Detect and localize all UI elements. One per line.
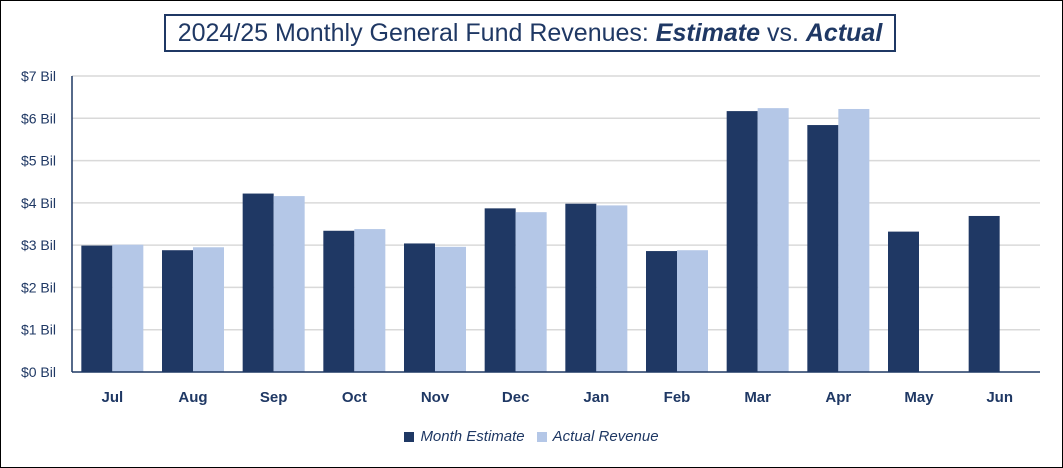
bar-estimate-may [888, 231, 919, 372]
x-tick-label: Feb [664, 389, 691, 406]
chart-title: 2024/25 Monthly General Fund Revenues: E… [164, 14, 896, 52]
bar-actual-jul [112, 244, 144, 372]
chart-title-prefix: 2024/25 Monthly General Fund Revenues: [177, 18, 656, 47]
y-tick-label: $7 Bil [21, 68, 56, 84]
bar-estimate-feb [646, 251, 677, 372]
bar-actual-jan [596, 205, 628, 372]
x-tick-label: Aug [178, 389, 207, 406]
legend-item-estimate: Month Estimate [404, 428, 525, 445]
bar-estimate-jul [81, 245, 113, 372]
chart-title-estimate: Estimate [655, 18, 761, 47]
x-tick-label: Jul [101, 389, 123, 406]
bar-actual-oct [354, 229, 386, 372]
bar-estimate-sep [242, 193, 274, 372]
legend-label-estimate: Month Estimate [420, 428, 525, 445]
bar-actual-mar [757, 108, 789, 372]
legend-swatch-estimate [404, 431, 415, 442]
bar-actual-sep [273, 196, 305, 372]
bar-estimate-apr [807, 125, 839, 373]
chart-title-vs: vs. [760, 18, 806, 47]
bar-actual-aug [193, 247, 224, 372]
x-tick-label: Nov [421, 389, 450, 406]
bar-actual-feb [677, 250, 708, 372]
bar-estimate-jun [968, 215, 1000, 372]
axes [71, 76, 1040, 373]
legend-label-actual: Actual Revenue [552, 428, 659, 445]
bar-estimate-jan [565, 203, 597, 372]
y-axis-ticks: $0 Bil $1 Bil $2 Bil $3 Bil $4 Bil $5 Bil $6 B… [21, 68, 56, 380]
y-tick-label: $1 Bil [21, 322, 56, 338]
x-axis-ticks: Jul Aug Sep Oct Nov Dec Jan Feb Mar Apr May Jun [101, 389, 1013, 406]
bar-actual-apr [838, 108, 870, 373]
bar-actual-dec [515, 212, 547, 372]
legend-swatch-actual [536, 431, 547, 442]
legend: Month Estimate Actual Revenue [0, 428, 1063, 445]
x-tick-label: Oct [342, 389, 367, 406]
bar-actual-nov [435, 246, 466, 372]
x-tick-label: Jun [986, 389, 1013, 406]
y-tick-label: $5 Bil [21, 153, 56, 169]
bar-estimate-mar [726, 111, 758, 373]
chart-title-actual: Actual [805, 18, 883, 47]
x-tick-label: Sep [260, 389, 288, 406]
gridlines [72, 75, 1040, 331]
x-tick-label: May [904, 389, 934, 406]
y-tick-label: $0 Bil [21, 364, 56, 380]
bar-estimate-dec [484, 208, 516, 372]
bar-estimate-aug [162, 250, 193, 372]
x-tick-label: Jan [583, 389, 609, 406]
y-tick-label: $6 Bil [21, 110, 56, 126]
bars [81, 108, 1000, 373]
x-tick-label: Mar [744, 389, 771, 406]
bar-estimate-oct [323, 230, 355, 372]
y-tick-label: $3 Bil [21, 237, 56, 253]
y-tick-label: $2 Bil [21, 279, 56, 295]
x-tick-label: Dec [502, 389, 530, 406]
x-tick-label: Apr [825, 389, 851, 406]
legend-item-actual: Actual Revenue [536, 428, 659, 445]
y-tick-label: $4 Bil [21, 195, 56, 211]
bar-estimate-nov [404, 243, 435, 372]
